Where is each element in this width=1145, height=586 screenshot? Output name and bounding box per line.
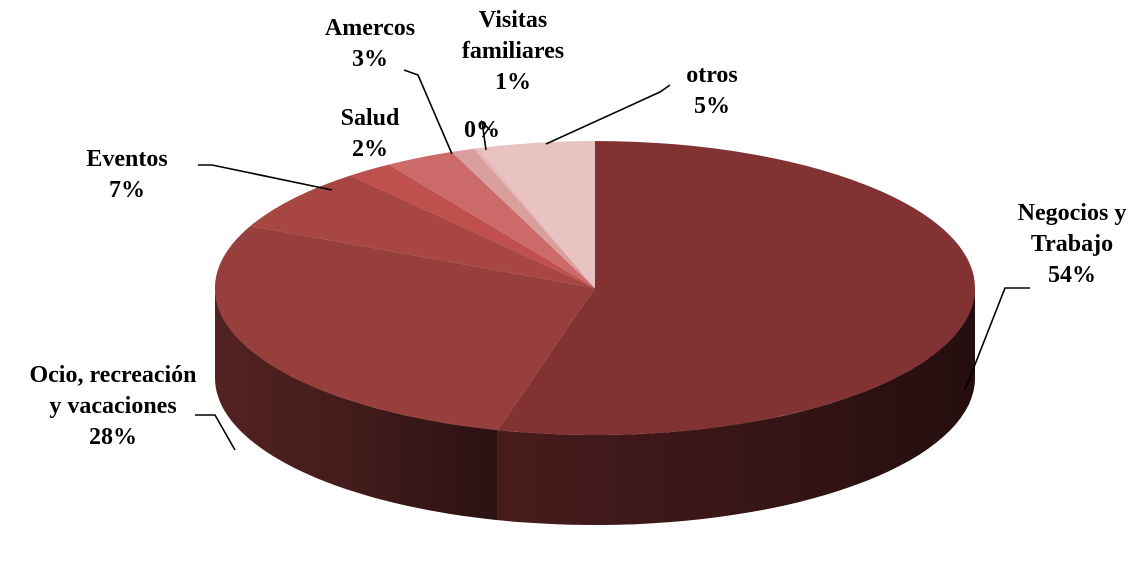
- slice-percent-eventos: 7%: [109, 177, 145, 203]
- slice-label-negocios-y-trabajo-line-0: Negocios y: [1018, 200, 1127, 226]
- slice-percent-otros: 5%: [694, 93, 730, 119]
- slice-percent-negocios-y-trabajo: 54%: [1048, 262, 1096, 288]
- slice-percent-ocio-recreaci-n-y-vacaciones: 28%: [89, 424, 137, 450]
- slice-percent-unnamed-6: 0%: [464, 117, 500, 143]
- leader-line-ocio-recreaci-n-y-vacaciones: [195, 414, 236, 451]
- slice-label-visitas-familiares-line-1: familiares: [462, 38, 564, 64]
- pie-slice-visitas-familiares: [451, 148, 595, 288]
- slice-label-visitas-familiares-line-0: Visitas: [479, 7, 547, 33]
- slice-label-eventos-line-0: Eventos: [86, 146, 167, 172]
- pie-top-faces: [214, 141, 975, 435]
- pie-slice-negocios-y-trabajo: [497, 141, 975, 435]
- slice-label-amercos-line-0: Amercos: [325, 15, 415, 41]
- pie-slice-otros: [478, 141, 595, 288]
- pie-slice-salud: [350, 164, 595, 288]
- slice-percent-amercos: 3%: [352, 46, 388, 72]
- pie-slice-ocio-recreaci-n-y-vacaciones: [214, 226, 595, 431]
- leader-line-eventos: [198, 164, 333, 191]
- pie-slice-eventos: [250, 175, 595, 288]
- leader-line-otros: [545, 84, 671, 145]
- pie-side-shading: [497, 288, 975, 525]
- slice-label-otros-line-0: otros: [686, 62, 738, 88]
- slice-label-ocio-recreaci-n-y-vacaciones-line-0: Ocio, recreación: [29, 362, 196, 388]
- slice-percent-salud: 2%: [352, 136, 388, 162]
- leader-line-visitas-familiares: [480, 119, 491, 151]
- slice-label-negocios-y-trabajo-line-1: Trabajo: [1031, 231, 1113, 257]
- pie-slice-unnamed-6: [473, 148, 595, 288]
- leader-lines: [195, 69, 1030, 451]
- slice-percent-visitas-familiares: 1%: [495, 69, 531, 95]
- slice-labels: Negocios y Trabajo 54% Ocio, recreación y va…: [29, 7, 1126, 450]
- pie-slice-amercos: [388, 151, 595, 288]
- leader-line-negocios-y-trabajo: [964, 287, 1030, 391]
- leader-line-amercos: [403, 69, 453, 155]
- slice-label-ocio-recreaci-n-y-vacaciones-line-1: y vacaciones: [49, 393, 176, 419]
- pie-side-walls: [215, 288, 975, 525]
- pie-side-shading: [215, 288, 498, 521]
- slice-label-salud-line-0: Salud: [341, 105, 400, 131]
